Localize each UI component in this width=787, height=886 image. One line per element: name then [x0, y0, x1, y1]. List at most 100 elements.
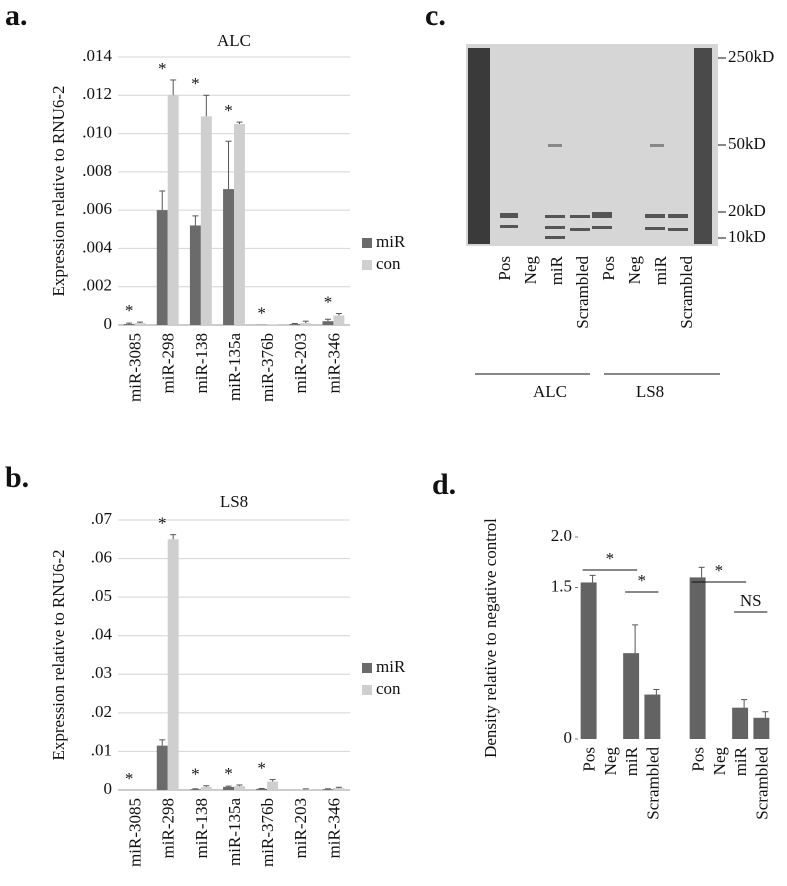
bar	[223, 189, 234, 325]
y-tick-label: .01	[91, 740, 112, 759]
lane-label: Pos	[495, 256, 514, 281]
comparison-label: *	[638, 571, 647, 590]
lane-label: Neg	[625, 256, 644, 285]
bar	[234, 124, 245, 325]
x-tick-label: miR-203	[291, 333, 310, 393]
y-tick-label: .008	[82, 161, 112, 180]
x-tick-label: miR-138	[192, 333, 211, 393]
y-tick-label: 0	[104, 314, 113, 333]
y-tick-label: .006	[82, 199, 112, 218]
bar	[322, 321, 334, 325]
bar	[333, 788, 345, 790]
significance-marker: *	[257, 304, 266, 323]
bar	[753, 717, 770, 739]
x-tick-label: miR	[731, 746, 750, 776]
y-tick-label: .014	[82, 46, 112, 65]
panel-label: a.	[5, 0, 28, 32]
significance-marker: *	[158, 514, 167, 533]
x-tick-label: miR-376b	[258, 798, 277, 867]
bar	[123, 324, 135, 325]
bar	[322, 789, 334, 790]
x-tick-label: miR-203	[291, 798, 310, 858]
significance-marker: *	[257, 758, 266, 777]
bar	[189, 225, 201, 325]
panel-label: c.	[425, 0, 446, 32]
x-tick-label: Neg	[601, 747, 620, 776]
y-tick-label: .02	[91, 702, 112, 721]
lane-label: miR	[547, 255, 566, 285]
x-tick-label: Neg	[710, 747, 729, 776]
y-tick-label: .04	[91, 625, 113, 644]
bar	[200, 116, 212, 325]
x-tick-label: miR-138	[192, 798, 211, 858]
bar	[644, 694, 661, 739]
bar	[200, 786, 212, 790]
bar	[689, 577, 706, 739]
bar	[156, 210, 168, 325]
significance-marker: *	[125, 301, 134, 320]
gel-image	[466, 44, 718, 246]
legend-label: miR	[376, 232, 406, 251]
x-tick-label: Scrambled	[643, 747, 662, 820]
y-tick-label: .012	[82, 84, 112, 103]
bar	[580, 582, 597, 739]
lane-label: Neg	[521, 256, 540, 285]
comparison-label: *	[715, 561, 724, 580]
bar	[167, 95, 179, 326]
bar	[623, 653, 640, 739]
bar	[134, 323, 146, 325]
significance-marker: *	[191, 765, 200, 784]
x-tick-label: miR	[622, 746, 641, 776]
legend-swatch	[362, 260, 372, 270]
y-tick-label: .07	[91, 509, 113, 528]
marker-label: 250kD	[728, 47, 774, 66]
x-tick-label: Pos	[580, 747, 599, 772]
lane-label: Scrambled	[573, 256, 592, 329]
x-tick-label: Pos	[689, 747, 708, 772]
significance-marker: *	[224, 764, 233, 783]
lane-label: Pos	[599, 256, 618, 281]
significance-marker: *	[191, 74, 200, 93]
legend-label: miR	[376, 657, 406, 676]
y-tick-label: 0	[564, 728, 573, 747]
bar	[300, 323, 312, 325]
y-axis-label: Expression relative to RNU6-2	[49, 549, 68, 760]
x-tick-label: miR-135a	[225, 333, 244, 401]
lane-label: miR	[651, 255, 670, 285]
x-tick-label: miR-3085	[125, 798, 144, 867]
y-tick-label: .002	[82, 276, 112, 295]
y-tick-label: .06	[91, 547, 112, 566]
bar	[267, 781, 279, 790]
legend-label: con	[376, 679, 401, 698]
x-tick-label: miR-135a	[225, 798, 244, 866]
x-tick-label: Scrambled	[752, 747, 771, 820]
comparison-label: NS	[740, 591, 762, 610]
bar	[333, 315, 345, 325]
legend-swatch	[362, 663, 372, 673]
y-tick-label: 1.5	[551, 576, 572, 595]
bar	[234, 786, 245, 790]
x-tick-label: miR-3085	[125, 333, 144, 402]
y-tick-label: 2.0	[551, 526, 572, 545]
bar	[156, 745, 168, 790]
bar	[300, 789, 312, 790]
x-tick-label: miR-346	[324, 798, 343, 858]
panel-label: b.	[5, 461, 29, 494]
x-tick-label: miR-298	[159, 333, 178, 393]
y-tick-label: .004	[82, 237, 112, 256]
y-tick-label: .05	[91, 586, 112, 605]
chart-title: LS8	[220, 492, 248, 511]
bar	[732, 707, 749, 739]
x-tick-label: miR-298	[159, 798, 178, 858]
marker-label: 20kD	[728, 201, 766, 220]
y-tick-label: 0	[104, 779, 113, 798]
x-tick-label: miR-346	[324, 333, 343, 393]
significance-marker: *	[125, 769, 134, 788]
marker-label: 10kD	[728, 227, 766, 246]
bar	[289, 324, 301, 325]
bar	[223, 786, 234, 790]
legend-swatch	[362, 238, 372, 248]
group-label: ALC	[533, 382, 567, 401]
bar	[256, 788, 268, 790]
